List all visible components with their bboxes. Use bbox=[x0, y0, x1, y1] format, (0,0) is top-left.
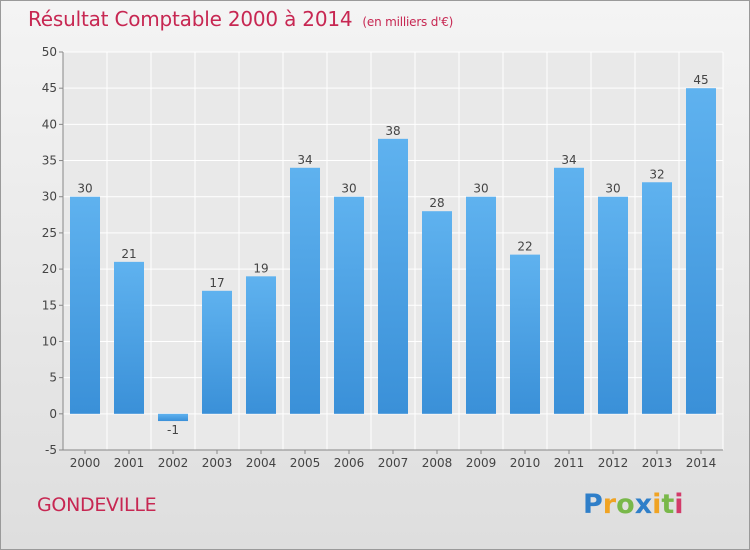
x-tick-label: 2013 bbox=[642, 456, 673, 470]
chart-title: Résultat Comptable 2000 à 2014 (en millie… bbox=[28, 7, 453, 31]
x-tick-label: 2003 bbox=[202, 456, 233, 470]
y-tick-label: 50 bbox=[42, 45, 57, 59]
bar-2006 bbox=[334, 196, 364, 414]
value-label: 45 bbox=[693, 73, 708, 87]
y-tick-label: 15 bbox=[42, 298, 57, 312]
x-tick-label: 2008 bbox=[422, 456, 453, 470]
y-tick-label: 20 bbox=[42, 262, 57, 276]
logo-letter: o bbox=[616, 489, 635, 520]
y-tick-label: 40 bbox=[42, 117, 57, 131]
y-tick-label: 30 bbox=[42, 190, 57, 204]
value-label: 32 bbox=[649, 167, 664, 181]
bar-2013 bbox=[642, 182, 672, 414]
value-label: 30 bbox=[341, 182, 356, 196]
bar-2002 bbox=[158, 413, 188, 422]
value-label: 34 bbox=[297, 153, 312, 167]
bar-2012 bbox=[598, 196, 628, 414]
x-tick-label: 2000 bbox=[70, 456, 101, 470]
y-tick-label: 35 bbox=[42, 154, 57, 168]
bar-2000 bbox=[70, 196, 100, 414]
bar-2011 bbox=[554, 167, 584, 414]
commune-name: GONDEVILLE bbox=[37, 494, 157, 516]
bar-2008 bbox=[422, 211, 452, 414]
bar-2007 bbox=[378, 138, 408, 414]
x-tick-label: 2001 bbox=[114, 456, 145, 470]
value-label: 38 bbox=[385, 124, 400, 138]
bar-2009 bbox=[466, 196, 496, 414]
x-tick-label: 2006 bbox=[334, 456, 365, 470]
x-tick-label: 2011 bbox=[554, 456, 585, 470]
y-tick-label: 10 bbox=[42, 334, 57, 348]
x-tick-label: 2010 bbox=[510, 456, 541, 470]
y-tick-label: 5 bbox=[49, 371, 57, 385]
x-tick-label: 2004 bbox=[246, 456, 277, 470]
logo-letter: t bbox=[661, 489, 675, 520]
bar-2004 bbox=[246, 276, 276, 414]
value-label: 30 bbox=[605, 182, 620, 196]
x-tick-label: 2009 bbox=[466, 456, 497, 470]
bar-2005 bbox=[290, 167, 320, 414]
logo-letter: P bbox=[583, 489, 603, 520]
chart-subtitle: (en milliers d'€) bbox=[362, 15, 454, 29]
x-tick-label: 2005 bbox=[290, 456, 321, 470]
value-label: 30 bbox=[77, 182, 92, 196]
value-label: 30 bbox=[473, 182, 488, 196]
value-label: 19 bbox=[253, 261, 268, 275]
bar-2014 bbox=[686, 88, 716, 414]
x-tick-label: 2002 bbox=[158, 456, 189, 470]
logo-letter: i bbox=[652, 489, 662, 520]
value-label: 17 bbox=[209, 276, 224, 290]
bar-2001 bbox=[114, 261, 144, 414]
value-label: -1 bbox=[167, 423, 179, 437]
x-tick-label: 2014 bbox=[686, 456, 717, 470]
y-tick-label: 45 bbox=[42, 81, 57, 95]
y-tick-label: -5 bbox=[45, 443, 57, 457]
logo-letter: r bbox=[602, 489, 617, 520]
bar-2003 bbox=[202, 290, 232, 414]
logo-letter: x bbox=[634, 489, 653, 520]
y-tick-label: 0 bbox=[49, 407, 57, 421]
value-label: 34 bbox=[561, 153, 576, 167]
value-label: 21 bbox=[121, 247, 136, 261]
bar-2010 bbox=[510, 254, 540, 414]
x-tick-label: 2012 bbox=[598, 456, 629, 470]
x-tick-label: 2007 bbox=[378, 456, 409, 470]
logo-letter: i bbox=[674, 489, 684, 520]
value-label: 22 bbox=[517, 240, 532, 254]
proxiti-logo: Proxiti bbox=[583, 489, 684, 520]
chart-title-text: Résultat Comptable 2000 à 2014 bbox=[28, 7, 353, 31]
value-label: 28 bbox=[429, 196, 444, 210]
y-tick-label: 25 bbox=[42, 226, 57, 240]
